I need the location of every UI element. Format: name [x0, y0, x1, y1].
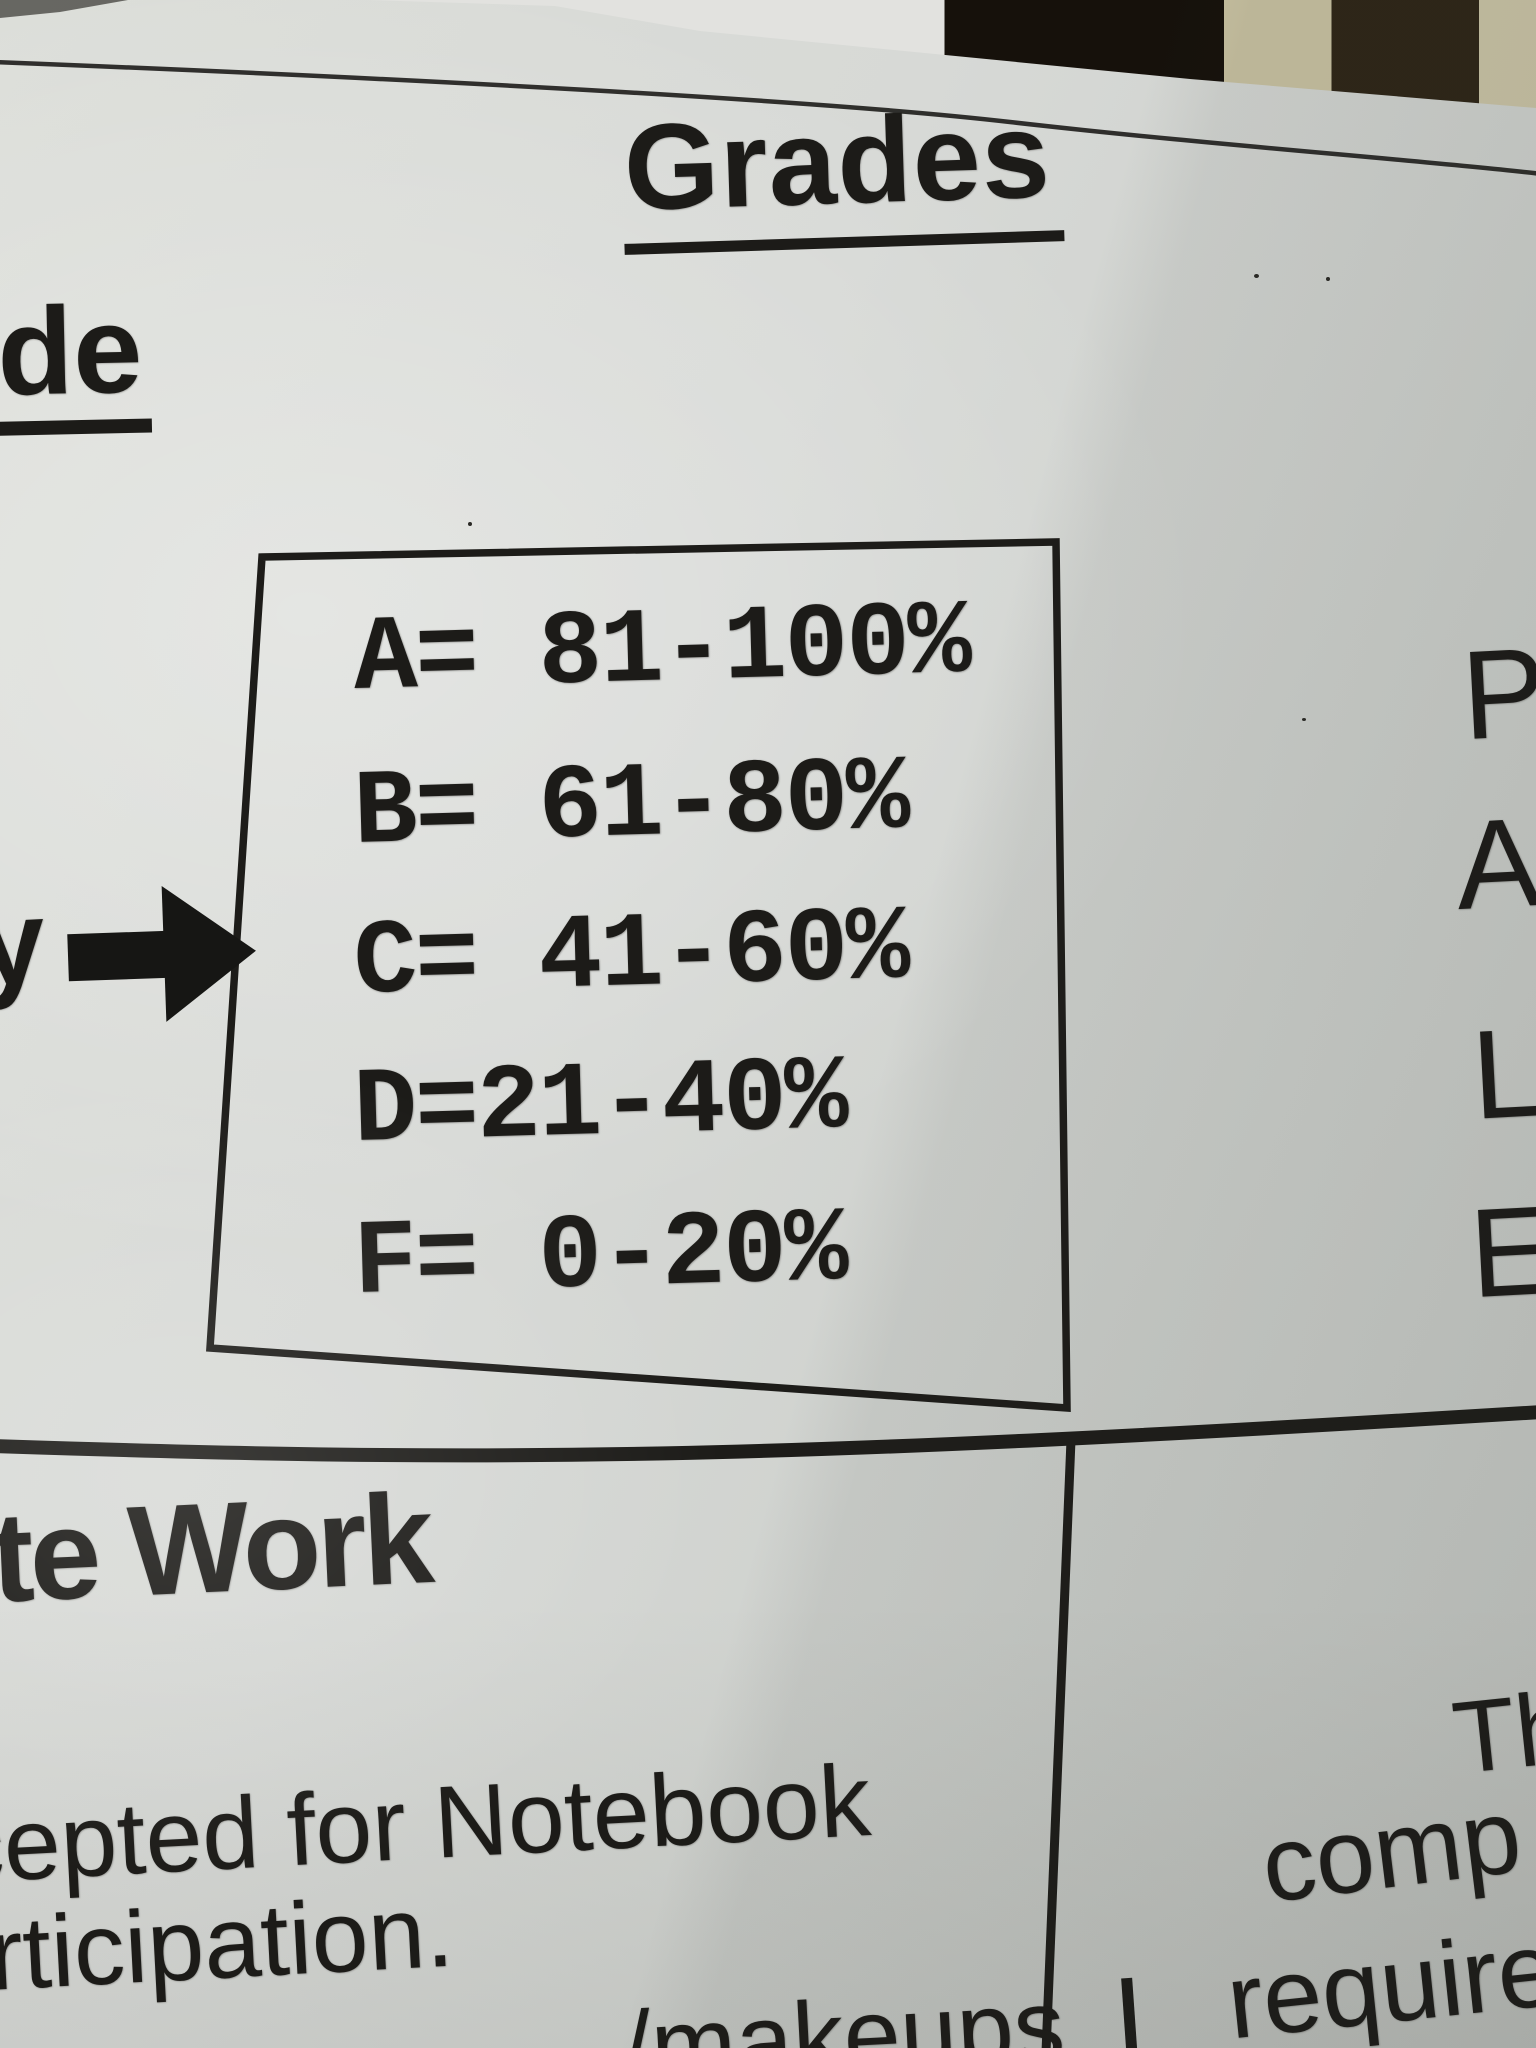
pointer-label-fragment: y [0, 874, 49, 1012]
paper-speck [468, 522, 472, 526]
paper-speck [1326, 277, 1330, 281]
right-column-fragment-4: E [1466, 1178, 1536, 1325]
right-column-fragment-2: A [1452, 790, 1536, 937]
table-row-divider [0, 1405, 1536, 1463]
grade-row-a: A= 81-100% [352, 582, 972, 720]
paper-speck [1302, 718, 1306, 721]
grade-row-f: F= 0-20% [352, 1190, 849, 1324]
left-heading-fragment: de [0, 281, 152, 437]
right-cell-line1: Th [1447, 1669, 1536, 1796]
late-work-heading-fragment: te Work [0, 1467, 433, 1630]
arrow-right-icon [64, 882, 261, 1026]
right-column-fragment-3: L [1468, 1001, 1536, 1146]
paper-speck [1254, 274, 1259, 278]
grades-heading: Grades [620, 87, 1065, 256]
corner-shadow [0, 0, 128, 18]
grade-row-b: B= 61-80% [352, 738, 910, 874]
grade-row-d: D=21-40% [352, 1038, 849, 1172]
clipped-letter-stroke [1121, 1977, 1138, 2048]
right-cell-line2: comp [1255, 1776, 1528, 1926]
table-column-divider [1041, 1439, 1076, 2048]
grade-row-c: C= 41-60% [352, 888, 910, 1024]
late-work-body-line2: rticipation. [0, 1873, 457, 2012]
late-work-body-line3: /makeups [619, 1967, 1068, 2048]
right-cell-line3: require [1221, 1909, 1536, 2048]
arrow-head [161, 882, 259, 1022]
right-column-fragment-1: P [1458, 620, 1536, 767]
